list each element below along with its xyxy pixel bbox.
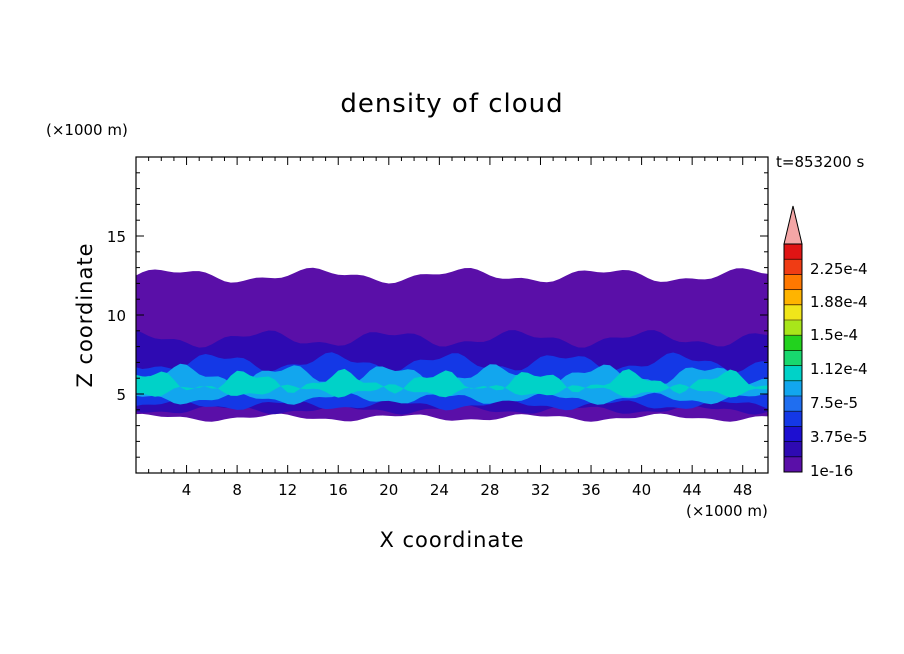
colorbar-segment (784, 304, 802, 321)
x-tick-label: 40 (632, 481, 651, 499)
y-axis-label: Z coordinate (73, 242, 97, 387)
x-tick-label: 44 (683, 481, 702, 499)
colorbar: 2.25e-4 1.88e-4 1.5e-4 1.12e-4 7.5e-5 3.75e-5… (783, 205, 868, 480)
x-axis-label: X coordinate (379, 528, 524, 552)
colorbar-segment (784, 320, 802, 336)
y-unit-label: (×1000 m) (46, 121, 128, 139)
colorbar-segment (784, 335, 802, 351)
density-layer-peak (136, 368, 768, 398)
x-tick-label: 28 (480, 481, 499, 499)
colorbar-label: 3.75e-5 (810, 428, 868, 446)
colorbar-segment (784, 365, 802, 382)
y-tick-label: 15 (107, 228, 126, 246)
x-tick-label: 16 (329, 481, 348, 499)
colorbar-segment (784, 456, 802, 473)
colorbar-segment (784, 244, 802, 260)
x-tick-label: 48 (733, 481, 752, 499)
colorbar-label: 7.5e-5 (810, 394, 858, 412)
x-tick-label: 12 (278, 481, 297, 499)
colorbar-segment (784, 350, 802, 367)
x-tick-label: 36 (581, 481, 600, 499)
x-unit-label: (×1000 m) (686, 502, 768, 520)
colorbar-segment (784, 411, 802, 427)
colorbar-label: 1e-16 (810, 462, 853, 480)
x-tick-label: 4 (182, 481, 192, 499)
colorbar-label: 1.5e-4 (810, 326, 858, 344)
colorbar-segment (784, 380, 802, 397)
colorbar-segment (784, 441, 802, 458)
time-label: t=853200 s (776, 153, 864, 171)
colorbar-label: 2.25e-4 (810, 260, 868, 278)
x-tick-label: 32 (531, 481, 550, 499)
colorbar-segment (784, 259, 802, 275)
colorbar-segment (784, 396, 802, 412)
density-field (136, 267, 768, 422)
colorbar-label: 1.88e-4 (810, 293, 868, 311)
colorbar-segment (784, 274, 802, 291)
x-tick-label: 8 (232, 481, 242, 499)
colorbar-segment (784, 426, 802, 443)
colorbar-segment (784, 289, 802, 306)
colorbar-label: 1.12e-4 (810, 360, 868, 378)
x-tick-label: 20 (379, 481, 398, 499)
y-tick-label: 10 (107, 307, 126, 325)
x-tick-label: 24 (430, 481, 449, 499)
y-tick-label: 5 (116, 386, 126, 404)
colorbar-over-triangle (783, 205, 803, 245)
chart-title: density of cloud (340, 89, 563, 119)
